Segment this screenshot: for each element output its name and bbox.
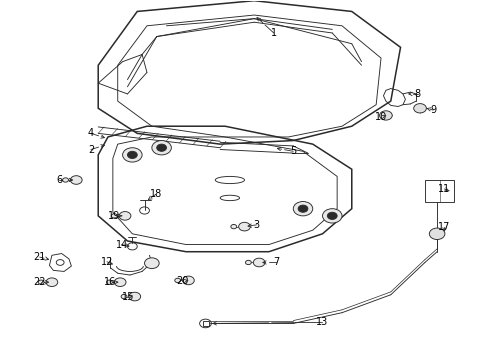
Circle shape xyxy=(46,278,58,287)
Text: 6: 6 xyxy=(56,175,62,185)
Circle shape xyxy=(293,202,312,216)
Text: 4: 4 xyxy=(88,129,94,138)
Bar xyxy=(424,180,453,202)
Text: 16: 16 xyxy=(104,277,116,287)
Circle shape xyxy=(106,280,112,284)
Text: 11: 11 xyxy=(437,184,449,194)
Circle shape xyxy=(127,151,137,158)
Text: 5: 5 xyxy=(289,146,296,156)
Circle shape xyxy=(152,140,171,155)
Circle shape xyxy=(174,278,180,283)
Text: 2: 2 xyxy=(88,144,94,154)
Circle shape xyxy=(245,260,251,265)
Text: 12: 12 xyxy=(101,257,113,267)
Circle shape xyxy=(122,148,142,162)
Circle shape xyxy=(70,176,82,184)
Text: 8: 8 xyxy=(414,89,420,99)
Circle shape xyxy=(119,212,131,220)
Circle shape xyxy=(62,178,68,182)
Circle shape xyxy=(157,144,166,151)
Circle shape xyxy=(322,209,341,223)
Circle shape xyxy=(121,294,127,299)
Text: 18: 18 xyxy=(149,189,162,199)
Circle shape xyxy=(182,276,194,285)
Circle shape xyxy=(129,292,141,301)
Circle shape xyxy=(428,228,444,239)
Text: 21: 21 xyxy=(34,252,46,262)
Text: 10: 10 xyxy=(374,112,386,122)
Circle shape xyxy=(413,104,426,113)
Text: 20: 20 xyxy=(176,276,188,286)
Circle shape xyxy=(230,225,236,229)
Text: 14: 14 xyxy=(115,239,127,249)
Text: 15: 15 xyxy=(122,292,134,302)
Circle shape xyxy=(379,111,391,120)
Text: 9: 9 xyxy=(429,105,435,115)
Circle shape xyxy=(114,278,126,287)
Text: 22: 22 xyxy=(33,277,46,287)
Circle shape xyxy=(144,258,159,269)
Text: 19: 19 xyxy=(107,211,120,221)
Circle shape xyxy=(38,280,44,284)
Text: 1: 1 xyxy=(270,28,276,38)
Circle shape xyxy=(111,214,117,218)
Circle shape xyxy=(327,212,336,220)
Circle shape xyxy=(238,222,250,231)
Text: 17: 17 xyxy=(437,222,449,232)
Text: 3: 3 xyxy=(253,220,259,230)
Circle shape xyxy=(298,205,307,212)
Text: 7: 7 xyxy=(272,257,279,267)
Circle shape xyxy=(253,258,264,267)
Text: 13: 13 xyxy=(316,318,328,327)
